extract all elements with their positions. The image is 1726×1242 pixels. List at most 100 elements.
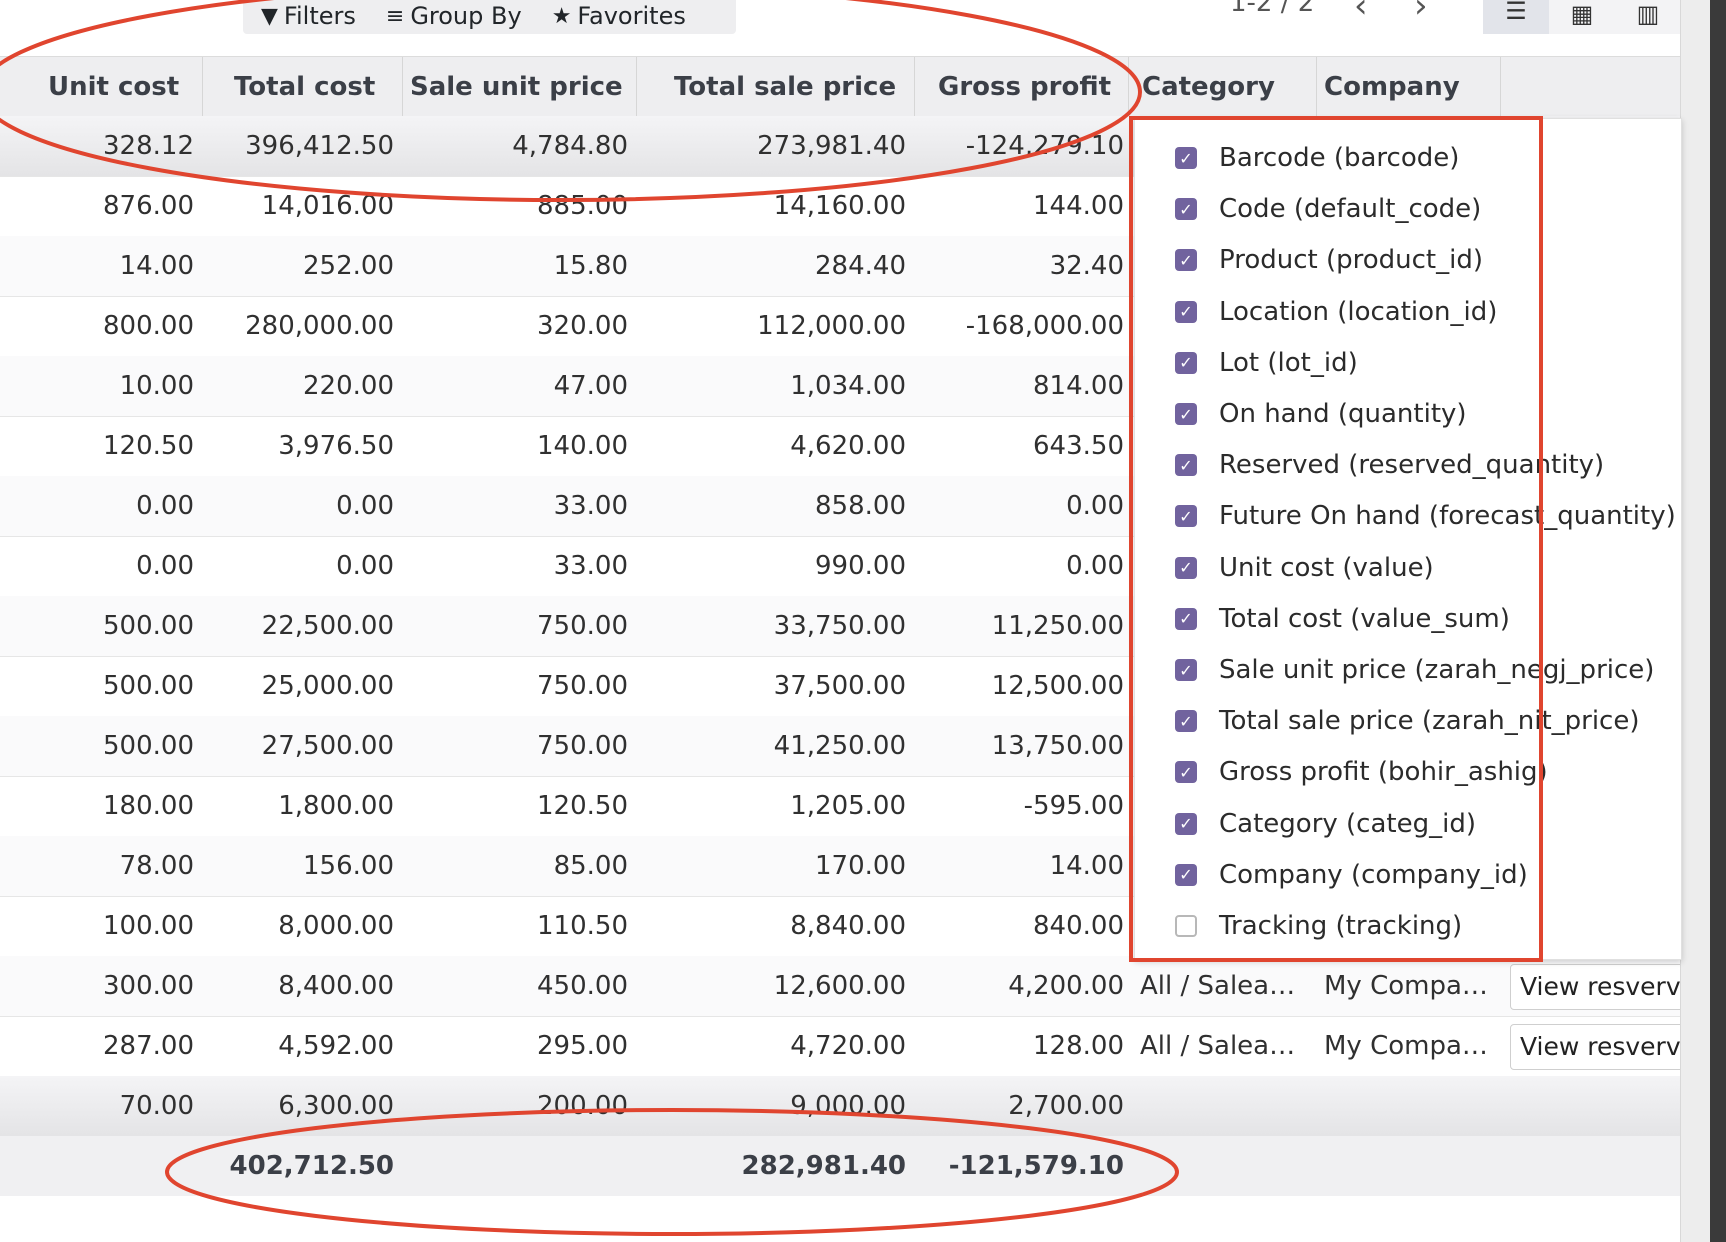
checkbox-checked-icon[interactable]: ✓ <box>1175 710 1197 733</box>
checkbox-checked-icon[interactable]: ✓ <box>1175 761 1197 784</box>
scrollbar[interactable] <box>1680 0 1711 1242</box>
column-option[interactable]: Tracking (tracking) <box>1175 901 1462 951</box>
sale-unit-price-cell: 47.00 <box>553 371 628 401</box>
total-sale-price-cell: 273,981.40 <box>757 131 906 161</box>
view-reserve-button[interactable]: View resverve <box>1510 964 1706 1010</box>
optional-columns-dropdown: ✓ Barcode (barcode) ✓ Code (default_code) ✓ P… <box>1134 118 1682 960</box>
gross-profit-total: -121,579.10 <box>948 1151 1124 1181</box>
unit-cost-cell: 0.00 <box>136 491 194 521</box>
checkbox-checked-icon[interactable]: ✓ <box>1175 556 1197 579</box>
unit-cost-cell: 14.00 <box>119 251 194 281</box>
bars-icon: ≡ <box>385 3 405 29</box>
gross-profit-cell: -124,279.10 <box>965 131 1124 161</box>
column-divider[interactable] <box>1316 57 1317 117</box>
column-divider[interactable] <box>1128 57 1129 117</box>
total-cost-cell: 14,016.00 <box>261 191 394 221</box>
table-row[interactable]: 300.00 8,400.00 450.00 12,600.00 4,200.00 All… <box>0 956 1706 1017</box>
checkbox-checked-icon[interactable]: ✓ <box>1175 863 1197 886</box>
column-option-label: Location (location_id) <box>1219 296 1498 327</box>
column-divider[interactable] <box>402 57 403 117</box>
column-divider[interactable] <box>636 57 637 117</box>
column-option[interactable]: ✓ Reserved (reserved_quantity) <box>1175 440 1604 490</box>
column-divider[interactable] <box>202 57 203 117</box>
column-divider[interactable] <box>1500 57 1501 117</box>
column-header[interactable]: Category <box>1142 72 1275 102</box>
checkbox-checked-icon[interactable]: ✓ <box>1175 300 1197 323</box>
column-option[interactable]: ✓ Barcode (barcode) <box>1175 133 1459 183</box>
column-divider[interactable] <box>914 57 915 117</box>
total-cost-cell: 0.00 <box>336 491 394 521</box>
column-option[interactable]: ✓ Code (default_code) <box>1175 184 1481 234</box>
filters-button[interactable]: ▼ Filters <box>261 2 356 30</box>
column-header[interactable]: Total cost <box>234 72 376 102</box>
view-reserve-button[interactable]: View resverve <box>1510 1024 1706 1070</box>
sale-unit-price-cell: 750.00 <box>537 671 628 701</box>
sale-unit-price-cell: 885.00 <box>537 191 628 221</box>
group-by-button[interactable]: ≡ Group By <box>385 2 522 30</box>
total-sale-price-cell: 12,600.00 <box>773 971 906 1001</box>
pivot-view-icon[interactable]: ▦ <box>1570 0 1594 28</box>
column-option[interactable]: ✓ Gross profit (bohir_ashig) <box>1175 747 1548 797</box>
total-sale-price-cell: 858.00 <box>815 491 906 521</box>
checkbox-checked-icon[interactable]: ✓ <box>1175 454 1197 477</box>
checkbox-checked-icon[interactable]: ✓ <box>1175 812 1197 835</box>
total-sale-price-cell: 990.00 <box>815 551 906 581</box>
checkbox-checked-icon[interactable]: ✓ <box>1175 147 1197 169</box>
column-option[interactable]: ✓ Category (categ_id) <box>1175 799 1476 849</box>
checkbox-checked-icon[interactable]: ✓ <box>1175 351 1197 374</box>
checkbox-checked-icon[interactable]: ✓ <box>1175 249 1197 272</box>
pager-value[interactable]: 1-2 / 2 <box>1230 0 1315 18</box>
column-header[interactable]: Company <box>1324 72 1460 102</box>
checkbox-checked-icon[interactable]: ✓ <box>1175 659 1197 681</box>
column-header[interactable]: Unit cost <box>48 72 180 102</box>
total-cost-cell: 396,412.50 <box>245 131 394 161</box>
column-option[interactable]: ✓ On hand (quantity) <box>1175 389 1467 439</box>
checkbox-unchecked-icon[interactable] <box>1175 915 1197 937</box>
column-option[interactable]: ✓ Total cost (value_sum) <box>1175 594 1510 644</box>
column-header[interactable]: Sale unit price <box>410 72 623 102</box>
column-option[interactable]: ✓ Unit cost (value) <box>1175 543 1434 593</box>
column-option[interactable]: ✓ Product (product_id) <box>1175 235 1483 285</box>
column-option[interactable]: ✓ Company (company_id) <box>1175 850 1528 900</box>
column-header[interactable]: Total sale price <box>674 72 897 102</box>
column-option[interactable]: ✓ Total sale price (zarah_nit_price) <box>1175 696 1640 746</box>
unit-cost-cell: 0.00 <box>136 551 194 581</box>
column-option-label: Unit cost (value) <box>1219 552 1434 583</box>
column-option[interactable]: ✓ Location (location_id) <box>1175 287 1497 337</box>
column-option[interactable]: ✓ Future On hand (forecast_quantity) <box>1175 491 1676 541</box>
sale-unit-price-cell: 85.00 <box>553 851 628 881</box>
checkbox-checked-icon[interactable]: ✓ <box>1175 505 1197 528</box>
total-cost-cell: 6,300.00 <box>278 1091 394 1121</box>
unit-cost-cell: 100.00 <box>103 911 194 941</box>
total-sale-price-cell: 284.40 <box>815 251 906 281</box>
unit-cost-cell: 70.00 <box>119 1091 194 1121</box>
checkbox-checked-icon[interactable]: ✓ <box>1175 607 1197 630</box>
favorites-button[interactable]: ★ Favorites <box>551 2 686 30</box>
column-option-label: Code (default_code) <box>1219 194 1482 225</box>
checkbox-checked-icon[interactable]: ✓ <box>1175 198 1197 221</box>
total-sale-price-cell: 112,000.00 <box>757 311 906 341</box>
list-view-icon[interactable]: ☰ <box>1483 0 1549 34</box>
gross-profit-cell: -168,000.00 <box>965 311 1124 341</box>
graph-view-icon[interactable]: ▥ <box>1636 0 1660 28</box>
unit-cost-cell: 180.00 <box>103 791 194 821</box>
chevron-left-icon[interactable]: ‹ <box>1354 0 1368 26</box>
chevron-right-icon[interactable]: › <box>1414 0 1428 26</box>
column-option[interactable]: ✓ Lot (lot_id) <box>1175 338 1358 388</box>
column-header[interactable]: Gross profit <box>938 72 1112 102</box>
total-cost-cell: 280,000.00 <box>245 311 394 341</box>
table-row[interactable]: 287.00 4,592.00 295.00 4,720.00 128.00 All / … <box>0 1016 1706 1077</box>
column-option-label: On hand (quantity) <box>1219 399 1467 429</box>
unit-cost-cell: 876.00 <box>103 191 194 221</box>
totals-row: 402,712.50 282,981.40 -121,579.10 <box>0 1136 1680 1196</box>
category-cell: All / Salea… <box>1140 1031 1296 1061</box>
total-cost-cell: 0.00 <box>336 551 394 581</box>
total-cost-cell: 3,976.50 <box>278 431 394 461</box>
group-row[interactable]: 70.00 6,300.00 200.00 9,000.00 2,700.00 <box>0 1076 1680 1137</box>
gross-profit-cell: -595.00 <box>1023 791 1124 821</box>
unit-cost-cell: 10.00 <box>119 371 194 401</box>
total-cost-cell: 252.00 <box>303 251 394 281</box>
unit-cost-cell: 78.00 <box>119 851 194 881</box>
column-option[interactable]: ✓ Sale unit price (zarah_negj_price) <box>1175 645 1654 695</box>
checkbox-checked-icon[interactable]: ✓ <box>1175 403 1197 425</box>
